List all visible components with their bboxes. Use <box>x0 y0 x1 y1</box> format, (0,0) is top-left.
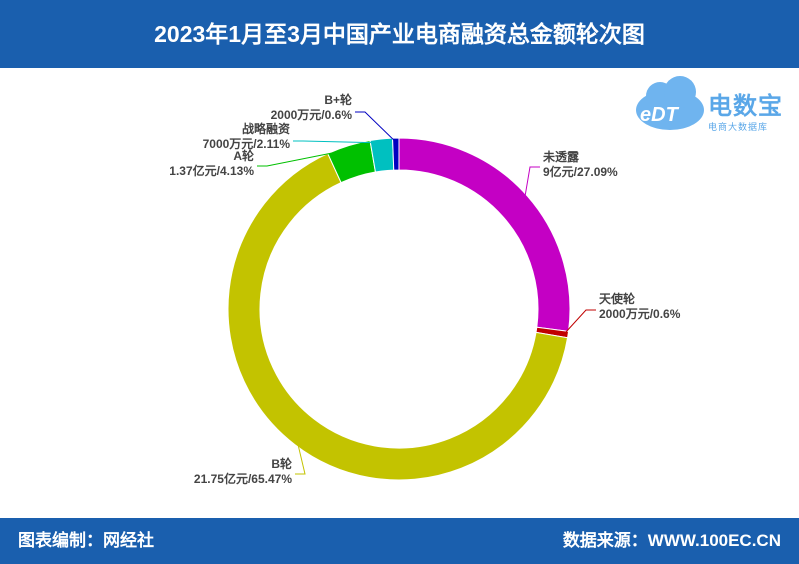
slice-label-value-5: 7000万元/2.11% <box>203 137 291 151</box>
slice-label-value-6: 2000万元/0.6% <box>271 108 353 122</box>
slice-label-name-2: 天使轮 <box>599 291 636 306</box>
slice-label-value-3: 21.75亿元/65.47% <box>194 471 292 486</box>
leader-line-5 <box>293 140 382 144</box>
leader-line-2 <box>563 309 596 335</box>
slice-label-name-1: 未透露 <box>542 149 580 164</box>
slice-label-name-4: A轮 <box>233 148 255 163</box>
slice-label-name-5: 战略融资 <box>242 121 290 136</box>
header-bar <box>0 0 799 68</box>
leader-line-6 <box>355 111 397 143</box>
logo-subtitle: 电商大数据库 <box>708 122 769 132</box>
logo-mark: eDT <box>640 104 678 126</box>
slice-label-value-4: 1.37亿元/4.13% <box>169 163 254 178</box>
leader-line-1 <box>524 166 540 199</box>
cloud-logo-icon <box>636 76 704 130</box>
footer-source: 数据来源：WWW.100EC.CN <box>562 531 781 550</box>
leader-line-4 <box>257 148 350 167</box>
donut-slice-6 <box>392 137 400 171</box>
donut-slice-3 <box>227 152 569 481</box>
logo-name: 电数宝 <box>708 93 783 120</box>
slice-label-name-3: B轮 <box>271 456 293 471</box>
leader-line-3 <box>295 441 306 475</box>
slice-label-name-6: B+轮 <box>324 92 353 107</box>
chart-title: 2023年1月至3月中国产业电商融资总金额轮次图 <box>154 21 645 47</box>
slice-label-value-1: 9亿元/27.09% <box>543 164 618 179</box>
footer-credit: 图表编制：网经社 <box>18 531 154 550</box>
slice-label-value-2: 2000万元/0.6% <box>599 307 681 321</box>
footer-bar: 图表编制：网经社 数据来源：WWW.100EC.CN <box>0 518 799 564</box>
donut-chart: 未透露9亿元/27.09%天使轮2000万元/0.6%B轮21.75亿元/65.… <box>169 92 681 486</box>
